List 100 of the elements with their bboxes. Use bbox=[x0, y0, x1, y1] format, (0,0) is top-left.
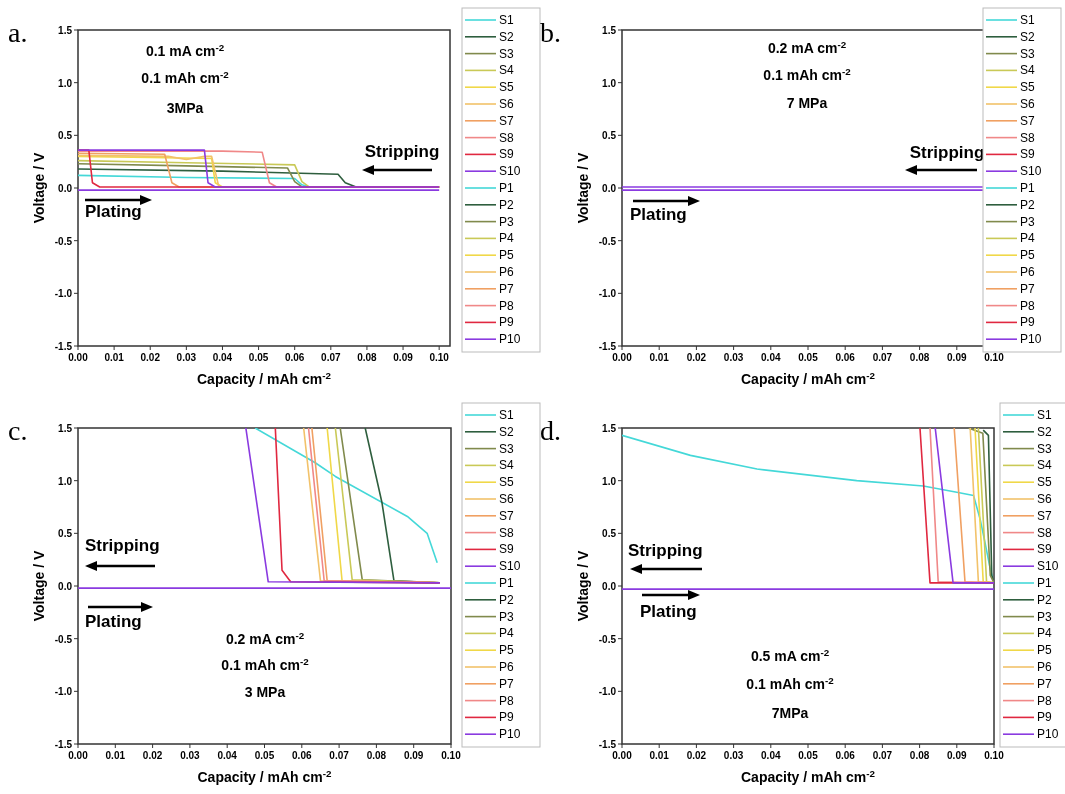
x-tick-label: 0.09 bbox=[947, 750, 967, 761]
y-tick-label: -1.0 bbox=[598, 288, 617, 300]
y-tick-label: 1.5 bbox=[58, 423, 73, 434]
legend-label: S8 bbox=[499, 525, 514, 540]
x-tick-label: 0.04 bbox=[212, 352, 233, 363]
y-tick-label: 1.5 bbox=[602, 423, 617, 434]
legend-label: S3 bbox=[499, 46, 514, 61]
legend-label: S1 bbox=[499, 408, 514, 422]
chart-title: b. bbox=[540, 17, 561, 48]
y-tick-label: 0.5 bbox=[602, 528, 617, 540]
legend-label: S8 bbox=[499, 130, 514, 145]
y-tick-label: 1.5 bbox=[58, 25, 73, 36]
legend-label: P6 bbox=[1020, 265, 1035, 279]
legend-label: S3 bbox=[499, 441, 514, 456]
x-tick-label: 0.09 bbox=[393, 352, 414, 363]
x-tick-label: 0.02 bbox=[686, 352, 707, 363]
x-tick-label: 0.10 bbox=[429, 352, 450, 363]
x-tick-label: 0.01 bbox=[105, 750, 126, 761]
legend-label: S3 bbox=[1020, 46, 1035, 61]
y-tick-label: 0.5 bbox=[602, 130, 617, 142]
legend-label: S1 bbox=[499, 13, 514, 27]
annotation: 0.1 mAh cm$^{-2}$ bbox=[763, 65, 852, 83]
x-tick-label: 0.05 bbox=[798, 352, 819, 363]
legend-label: S8 bbox=[1037, 525, 1052, 540]
x-tick-label: 0.06 bbox=[284, 352, 305, 363]
x-tick-label: 0.06 bbox=[292, 750, 312, 761]
legend-label: S2 bbox=[1020, 29, 1035, 44]
x-tick-label: 0.00 bbox=[612, 352, 633, 363]
legend-label: P9 bbox=[1037, 710, 1052, 725]
annotation: 0.1 mAh cm$^{-2}$ bbox=[141, 68, 230, 86]
legend-label: P1 bbox=[499, 181, 514, 195]
y-tick-label: 0.0 bbox=[58, 581, 73, 592]
y-axis-title: Voltage / V bbox=[31, 550, 47, 622]
legend-label: S2 bbox=[499, 29, 514, 44]
legend-label: P10 bbox=[1020, 332, 1042, 347]
legend-label: P7 bbox=[499, 676, 514, 691]
legend-label: P9 bbox=[1020, 315, 1035, 330]
legend-label: P6 bbox=[1037, 660, 1052, 674]
annotation: Stripping bbox=[364, 142, 440, 161]
legend-label: P3 bbox=[1037, 609, 1052, 624]
annotation: Plating bbox=[85, 202, 142, 221]
y-axis-title: Voltage / V bbox=[575, 550, 591, 622]
x-tick-label: 0.05 bbox=[798, 750, 819, 761]
y-tick-label: -1.0 bbox=[54, 686, 73, 698]
legend-label: S7 bbox=[499, 113, 514, 128]
y-tick-label: -1.5 bbox=[54, 341, 73, 352]
y-axis-title: Voltage / V bbox=[31, 152, 47, 224]
legend-label: P4 bbox=[1037, 626, 1052, 641]
x-tick-label: 0.03 bbox=[723, 352, 744, 363]
y-tick-label: -1.0 bbox=[598, 686, 617, 698]
legend-label: P1 bbox=[1020, 181, 1035, 195]
legend-label: P1 bbox=[499, 576, 514, 590]
legend-label: P9 bbox=[499, 710, 514, 725]
x-tick-label: 0.01 bbox=[649, 352, 670, 363]
legend-label: P6 bbox=[499, 265, 514, 279]
x-tick-label: 0.07 bbox=[872, 352, 893, 363]
annotation: 0.1 mA cm$^{-2}$ bbox=[145, 41, 225, 59]
legend-label: S6 bbox=[1020, 97, 1035, 111]
legend-label: P2 bbox=[499, 197, 514, 212]
y-tick-label: -1.5 bbox=[54, 739, 73, 750]
legend-label: S10 bbox=[1037, 559, 1059, 574]
legend-label: P3 bbox=[1020, 214, 1035, 229]
annotation: Stripping bbox=[628, 541, 703, 560]
x-tick-label: 0.02 bbox=[140, 352, 161, 363]
legend-label: S7 bbox=[499, 508, 514, 523]
x-tick-label: 0.07 bbox=[872, 750, 893, 761]
legend-label: S9 bbox=[1037, 542, 1052, 557]
x-axis-title: Capacity / mAh cm$^{-2}$ bbox=[741, 369, 876, 387]
y-tick-label: 1.0 bbox=[58, 77, 73, 89]
legend-label: P5 bbox=[499, 248, 514, 263]
annotation: Stripping bbox=[85, 536, 160, 555]
y-tick-label: -1.5 bbox=[598, 739, 617, 750]
x-tick-label: 0.06 bbox=[835, 750, 856, 761]
legend-label: P7 bbox=[499, 281, 514, 296]
y-tick-label: 0.5 bbox=[58, 528, 73, 540]
x-tick-label: 0.08 bbox=[366, 750, 387, 761]
legend-label: S5 bbox=[1020, 80, 1035, 95]
x-tick-label: 0.10 bbox=[984, 750, 1005, 761]
annotation: 0.2 mA cm$^{-2}$ bbox=[767, 38, 847, 56]
annotation: 3 MPa bbox=[244, 684, 286, 700]
y-tick-label: -0.5 bbox=[54, 633, 73, 645]
legend-label: P2 bbox=[499, 592, 514, 607]
x-tick-label: 0.03 bbox=[176, 352, 197, 363]
x-tick-label: 0.08 bbox=[357, 352, 378, 363]
chart-title: a. bbox=[8, 17, 28, 48]
annotation: 0.1 mAh cm$^{-2}$ bbox=[221, 655, 310, 673]
x-tick-label: 0.06 bbox=[835, 352, 856, 363]
x-tick-label: 0.03 bbox=[180, 750, 201, 761]
legend-label: P4 bbox=[1020, 231, 1035, 246]
legend-label: P8 bbox=[1037, 693, 1052, 708]
y-tick-label: 0.0 bbox=[58, 183, 73, 194]
annotation: 0.1 mAh cm$^{-2}$ bbox=[746, 674, 835, 692]
legend-label: P8 bbox=[499, 298, 514, 313]
y-tick-label: -1.5 bbox=[598, 341, 617, 352]
legend-label: S9 bbox=[499, 147, 514, 162]
legend-label: S9 bbox=[499, 542, 514, 557]
legend-label: S5 bbox=[499, 475, 514, 490]
legend-label: P10 bbox=[1037, 727, 1059, 742]
annotation: Plating bbox=[630, 205, 687, 224]
y-tick-label: 1.0 bbox=[58, 475, 73, 487]
